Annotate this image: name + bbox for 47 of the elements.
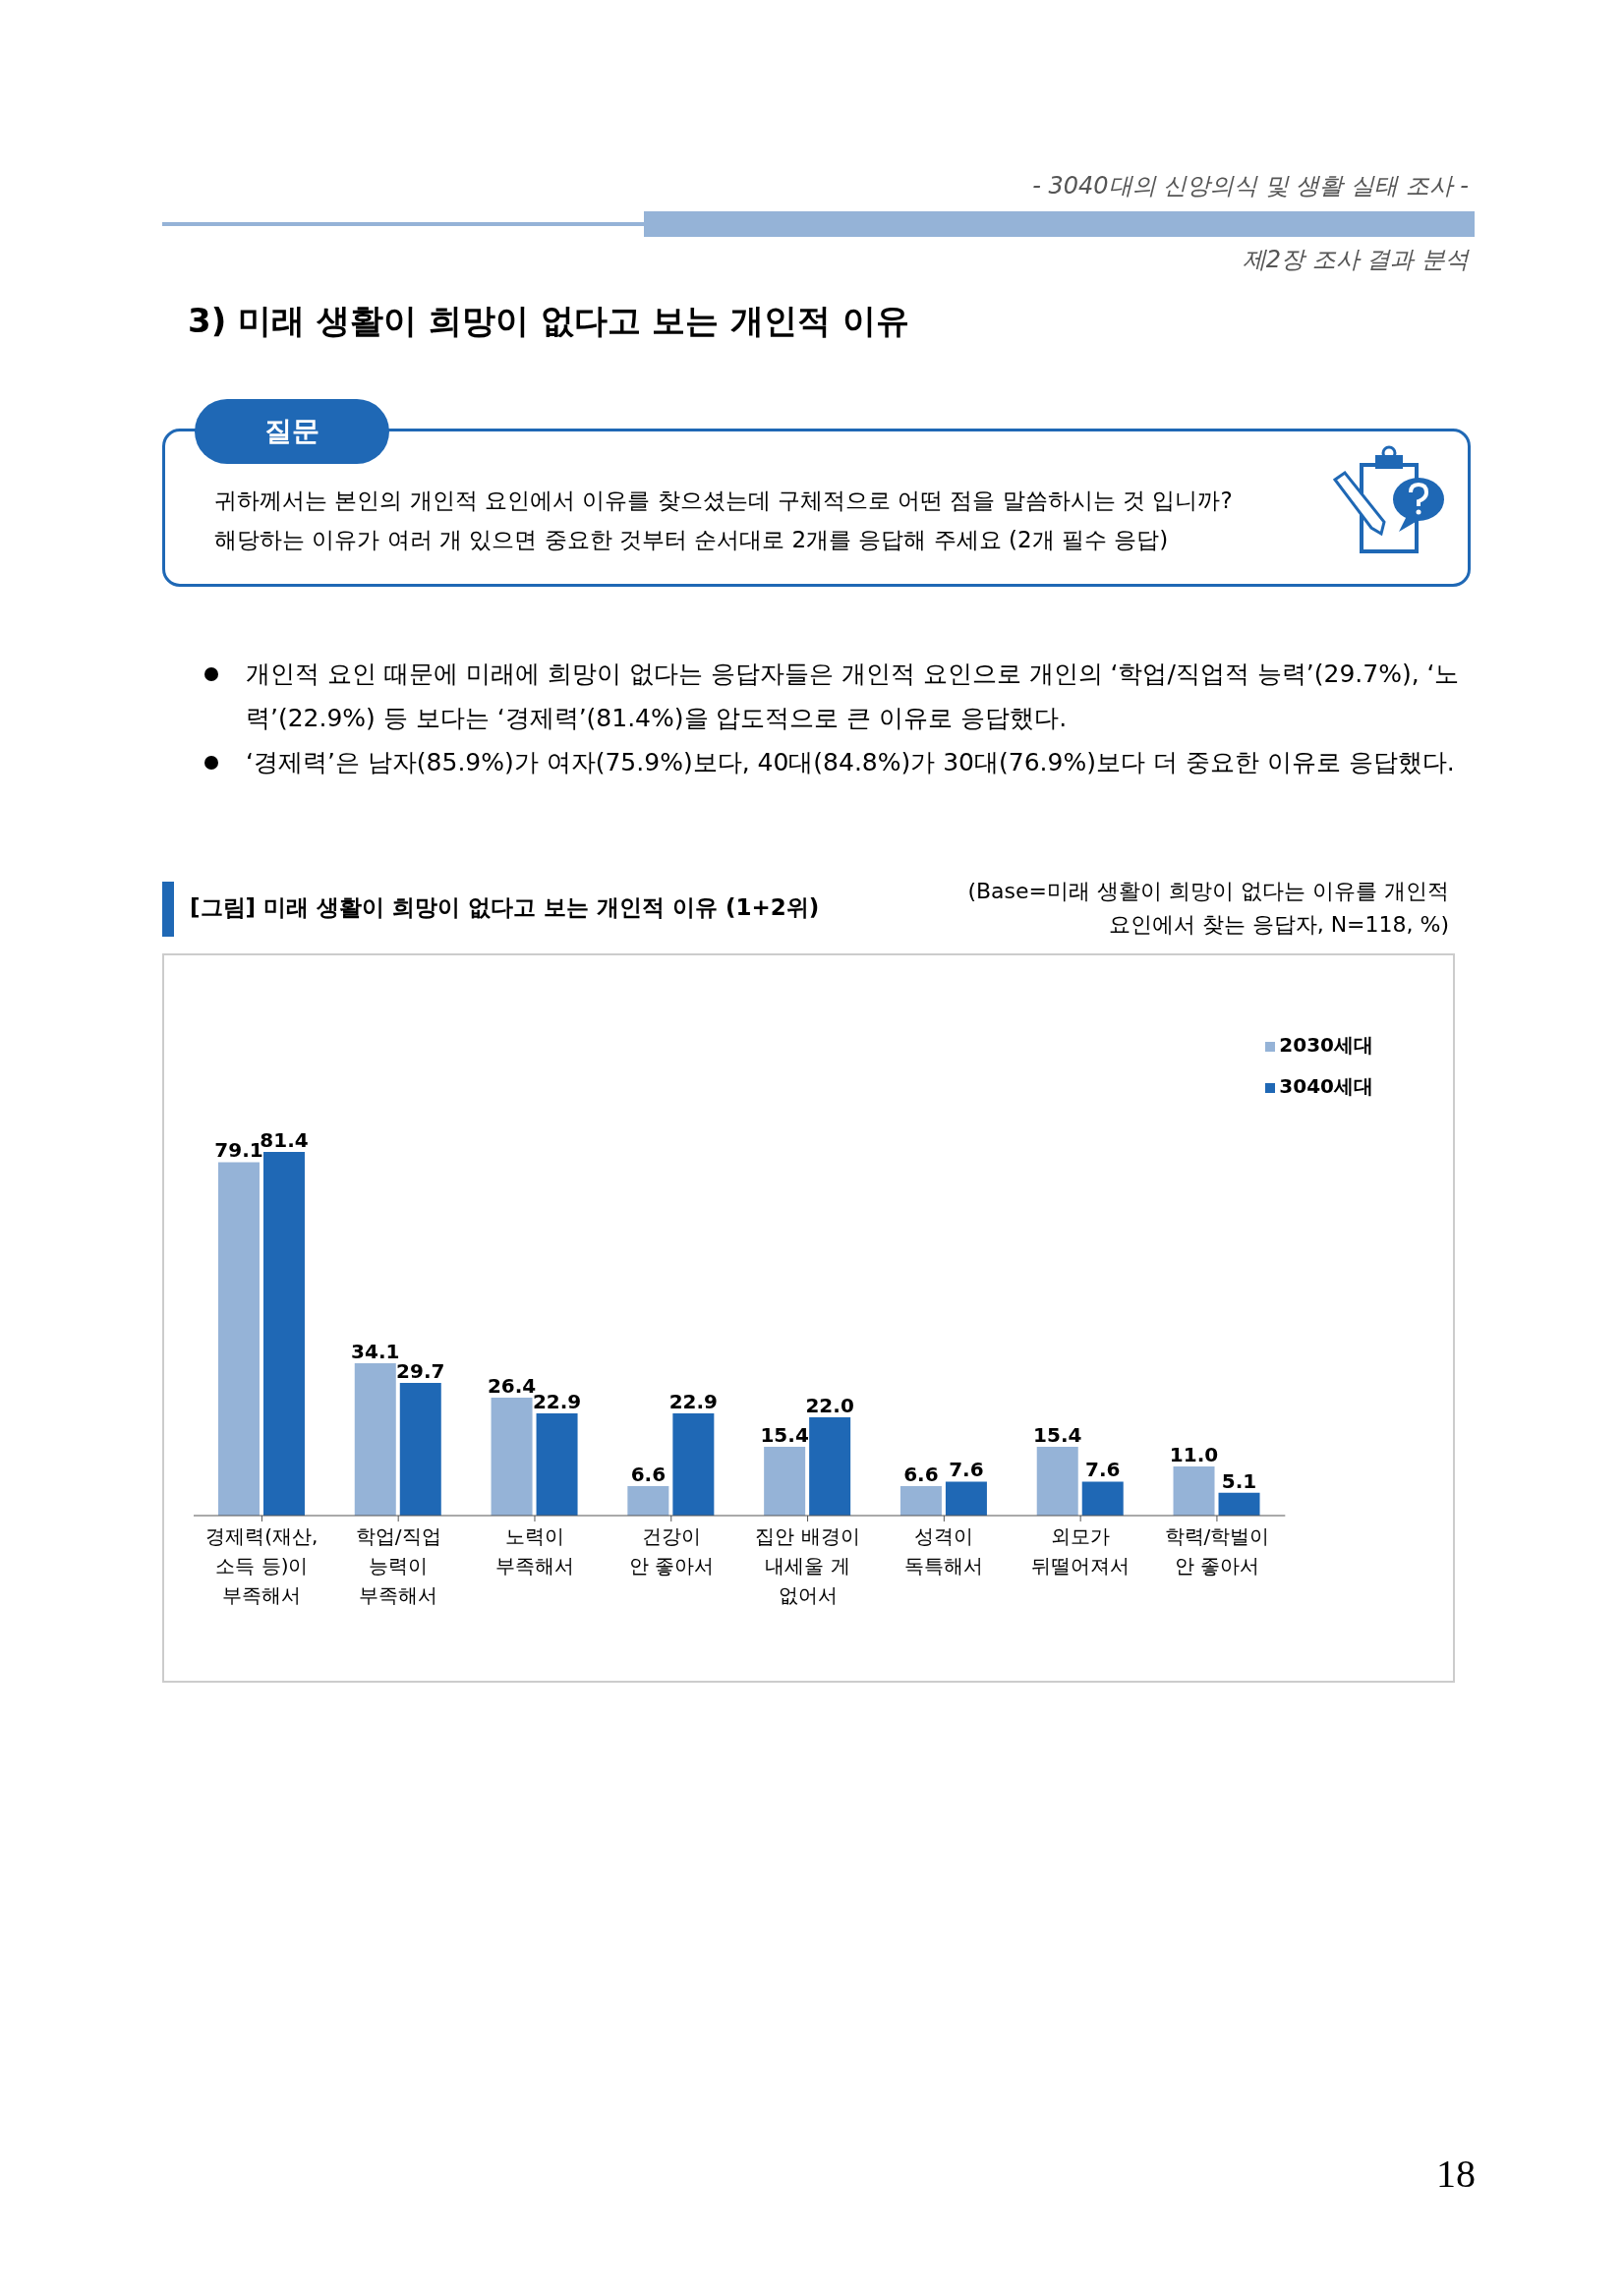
x-tick-label: 노력이 부족해서	[494, 1524, 574, 1578]
x-tick-label: 경제력(재산, 소득 등)이 부족해서	[205, 1524, 319, 1607]
x-tick-label: 집안 배경이 내세울 게 없어서	[755, 1524, 860, 1607]
bar	[672, 1412, 715, 1516]
data-label: 7.6	[1085, 1458, 1121, 1482]
text: 해당하는 이유가 여러 개 있으면 중요한 것부터 순서대로 2개를 응답해 주세요 (2개 필수 응답)	[214, 526, 1169, 554]
x-tick-label: 성격이 독특해서	[904, 1524, 984, 1578]
x-tick-label: 건강이 안 좋아서	[628, 1524, 714, 1578]
legend-label: 2030세대	[1279, 1033, 1373, 1057]
x-tick-label: 학업/직업 능력이 부족해서	[355, 1524, 441, 1607]
bar	[354, 1363, 396, 1516]
text: ‘경제력’은 남자(85.9%)가 여자(75.9%)보다, 40대(84.8%)가 30대(76.9%)보다 더 중요한 이유로 응답했다.	[245, 747, 1456, 778]
chart-subtitle: (Base=미래 생활이 희망이 없다는 이유를 개인적 요인에서 찾는 응답자, N=118, %)	[967, 878, 1449, 939]
data-label: 5.1	[1221, 1468, 1257, 1493]
data-label: 7.6	[949, 1458, 984, 1482]
data-label: 11.0	[1169, 1443, 1219, 1466]
bar	[536, 1412, 578, 1516]
text: 귀하께서는 본인의 개인적 요인에서 이유를 찾으셨는데 구체적으로 어떤 점을 말씀하시는 것 입니까?	[214, 487, 1233, 515]
data-label: 6.6	[630, 1463, 667, 1486]
bar	[945, 1481, 987, 1516]
bar	[1081, 1481, 1124, 1516]
bar	[491, 1398, 533, 1516]
text: 개인적 요인 때문에 미래에 희망이 없다는 응답자들은 개인적 요인으로 개인의 ‘학업/직업적 능력’(29.7%), ‘노력’(22.9%) 등 보다는 ‘경제력’(81.4%)을 압도적으로 큰 이유로 응답했다.	[245, 659, 1461, 734]
bar	[1173, 1466, 1215, 1516]
x-tick-label: 외모가 뒤떨어져서	[1031, 1524, 1131, 1578]
legend-label: 3040세대	[1279, 1074, 1373, 1098]
text: 18	[1436, 2151, 1476, 2197]
bar	[627, 1486, 669, 1516]
data-label: 15.4	[760, 1423, 809, 1447]
text: - 3040대의 신앙의식 및 생활 실태 조사 -	[1032, 171, 1469, 201]
data-label: 15.4	[1033, 1423, 1082, 1447]
bar	[809, 1417, 851, 1516]
bar	[399, 1383, 441, 1516]
bar	[217, 1162, 260, 1516]
bar	[262, 1152, 305, 1516]
data-label: 6.6	[903, 1463, 939, 1486]
bar	[899, 1486, 942, 1516]
chart-title: [그림] 미래 생활이 희망이 없다고 보는 개인적 이유 (1+2위)	[190, 893, 820, 922]
text: 질문	[195, 399, 389, 464]
data-label: 22.9	[668, 1389, 719, 1413]
text: 3) 미래 생활이 희망이 없다고 보는 개인적 이유	[188, 300, 910, 342]
x-tick-label: 학력/학벌이 안 좋아서	[1164, 1524, 1270, 1578]
bar	[1218, 1492, 1260, 1516]
bar	[1036, 1447, 1078, 1516]
bar	[764, 1447, 806, 1516]
text: 제2장 조사 결과 분석	[1242, 245, 1469, 275]
data-label: 22.0	[805, 1394, 854, 1417]
